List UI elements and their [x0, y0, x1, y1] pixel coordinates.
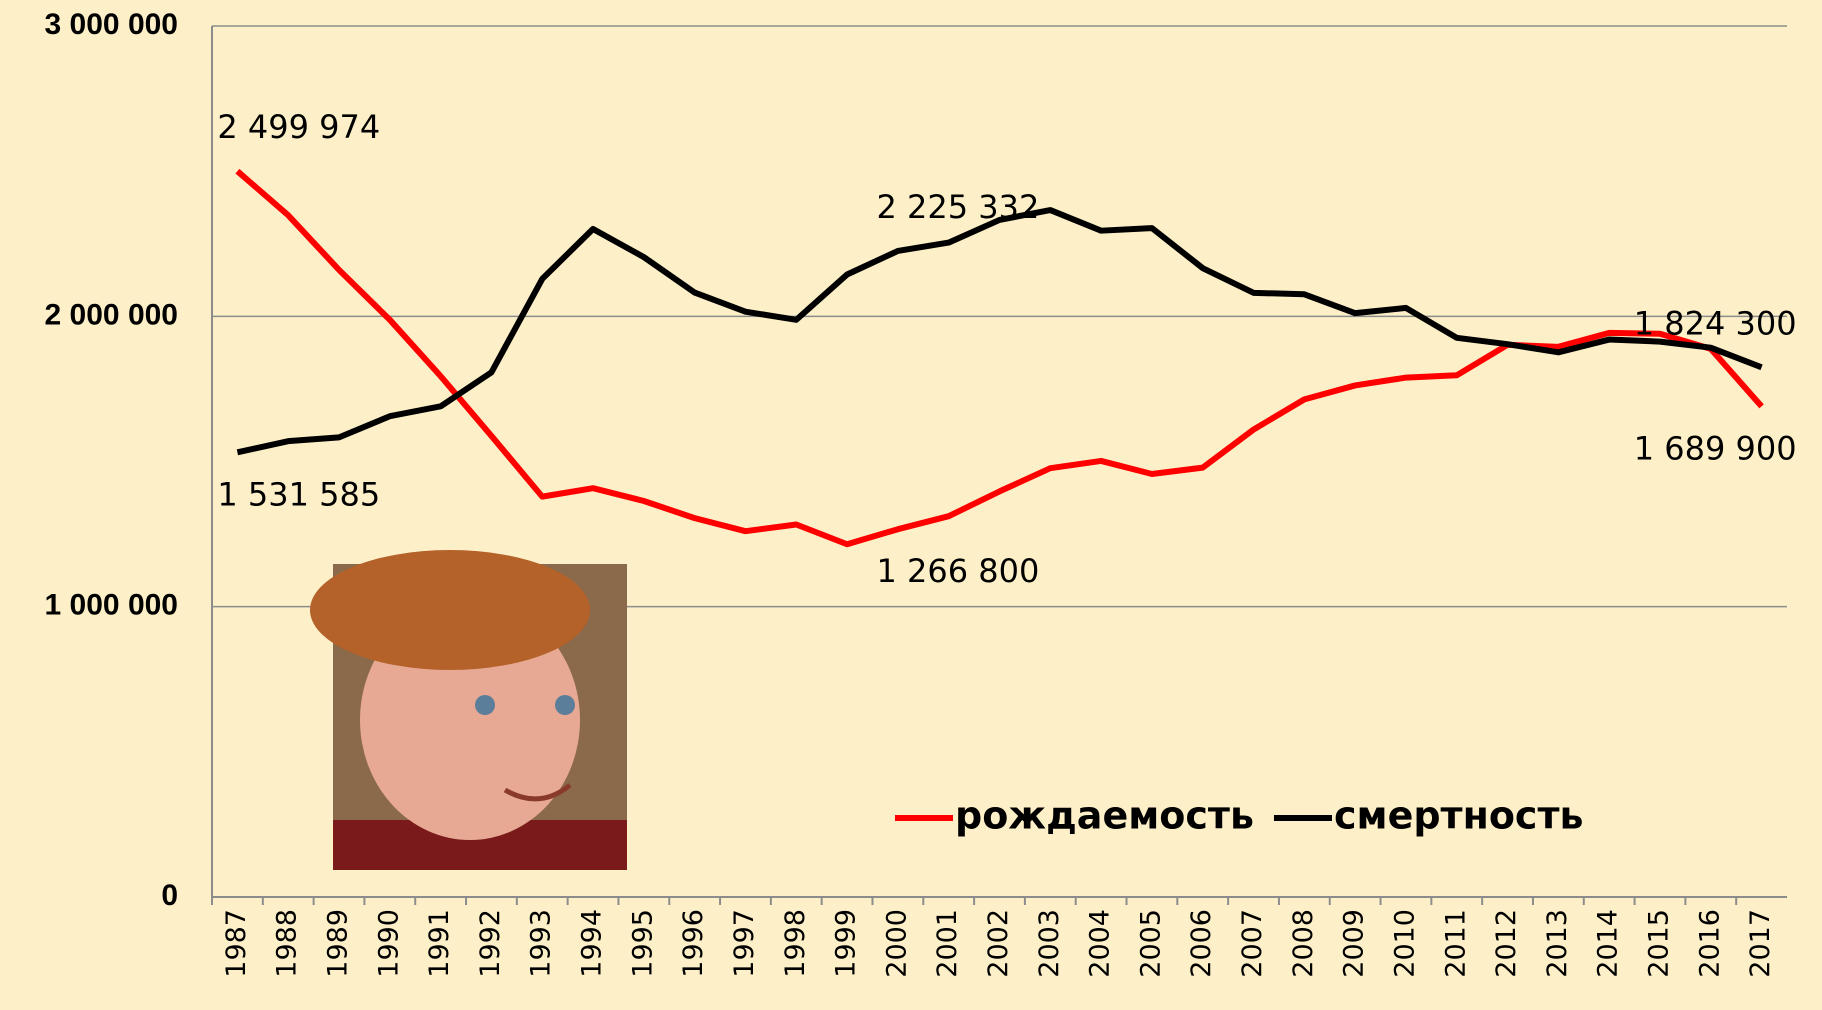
x-tick-label: 1994 [577, 909, 608, 978]
y-tick-label: 1 000 000 [45, 589, 178, 622]
x-tick-label: 2000 [881, 909, 912, 978]
x-tick-label: 2013 [1542, 909, 1573, 978]
y-tick-label: 0 [161, 879, 178, 912]
chart: 0 1 000 000 2 000 000 3 000 000 1987 1988 198… [0, 0, 1822, 1010]
x-tick-label: 2009 [1339, 909, 1370, 978]
x-tick-label: 2017 [1745, 909, 1776, 978]
data-label: 2 499 974 [217, 108, 380, 146]
x-tick-label: 1997 [729, 909, 760, 978]
x-tick-label: 2004 [1085, 909, 1116, 978]
x-tick-label: 1999 [831, 909, 862, 978]
legend-label: рождаемость [955, 794, 1254, 838]
x-tick-label: 1988 [272, 909, 303, 978]
x-tick-label: 2001 [932, 909, 963, 978]
y-tick-label: 3 000 000 [45, 8, 178, 41]
x-tick-label: 2005 [1135, 909, 1166, 978]
data-label: 1 266 800 [876, 552, 1039, 590]
x-tick-label: 1990 [373, 909, 404, 978]
photo [310, 550, 627, 870]
legend: рождаемость смертность [895, 794, 1584, 838]
x-tick-label: 2003 [1034, 909, 1065, 978]
x-tick-label: 1989 [323, 909, 354, 978]
x-tick-label: 2014 [1593, 909, 1624, 978]
data-label: 1 824 300 [1634, 304, 1797, 342]
x-tick-label: 1998 [780, 909, 811, 978]
x-tick-label: 2015 [1643, 909, 1674, 978]
x-tick-label: 2002 [983, 909, 1014, 978]
x-tick-label: 2010 [1389, 909, 1420, 978]
x-tick-label: 1987 [221, 909, 252, 978]
data-label: 1 531 585 [217, 475, 380, 513]
x-tick-label: 1993 [526, 909, 557, 978]
x-tick-label: 2016 [1694, 909, 1725, 978]
x-tick-label: 2012 [1491, 909, 1522, 978]
y-tick-label: 2 000 000 [45, 298, 178, 331]
legend-label: смертность [1334, 794, 1584, 838]
x-tick-label: 2011 [1440, 909, 1471, 978]
x-tick-label: 1992 [475, 909, 506, 978]
x-tick-label: 2008 [1288, 909, 1319, 978]
x-tick-label: 2007 [1237, 909, 1268, 978]
x-tick-label: 2006 [1186, 909, 1217, 978]
x-tick-label: 1991 [424, 909, 455, 978]
data-label: 1 689 900 [1634, 429, 1797, 467]
x-tick-label: 1996 [678, 909, 709, 978]
x-tick-label: 1995 [627, 909, 658, 978]
data-label: 2 225 332 [876, 188, 1039, 226]
